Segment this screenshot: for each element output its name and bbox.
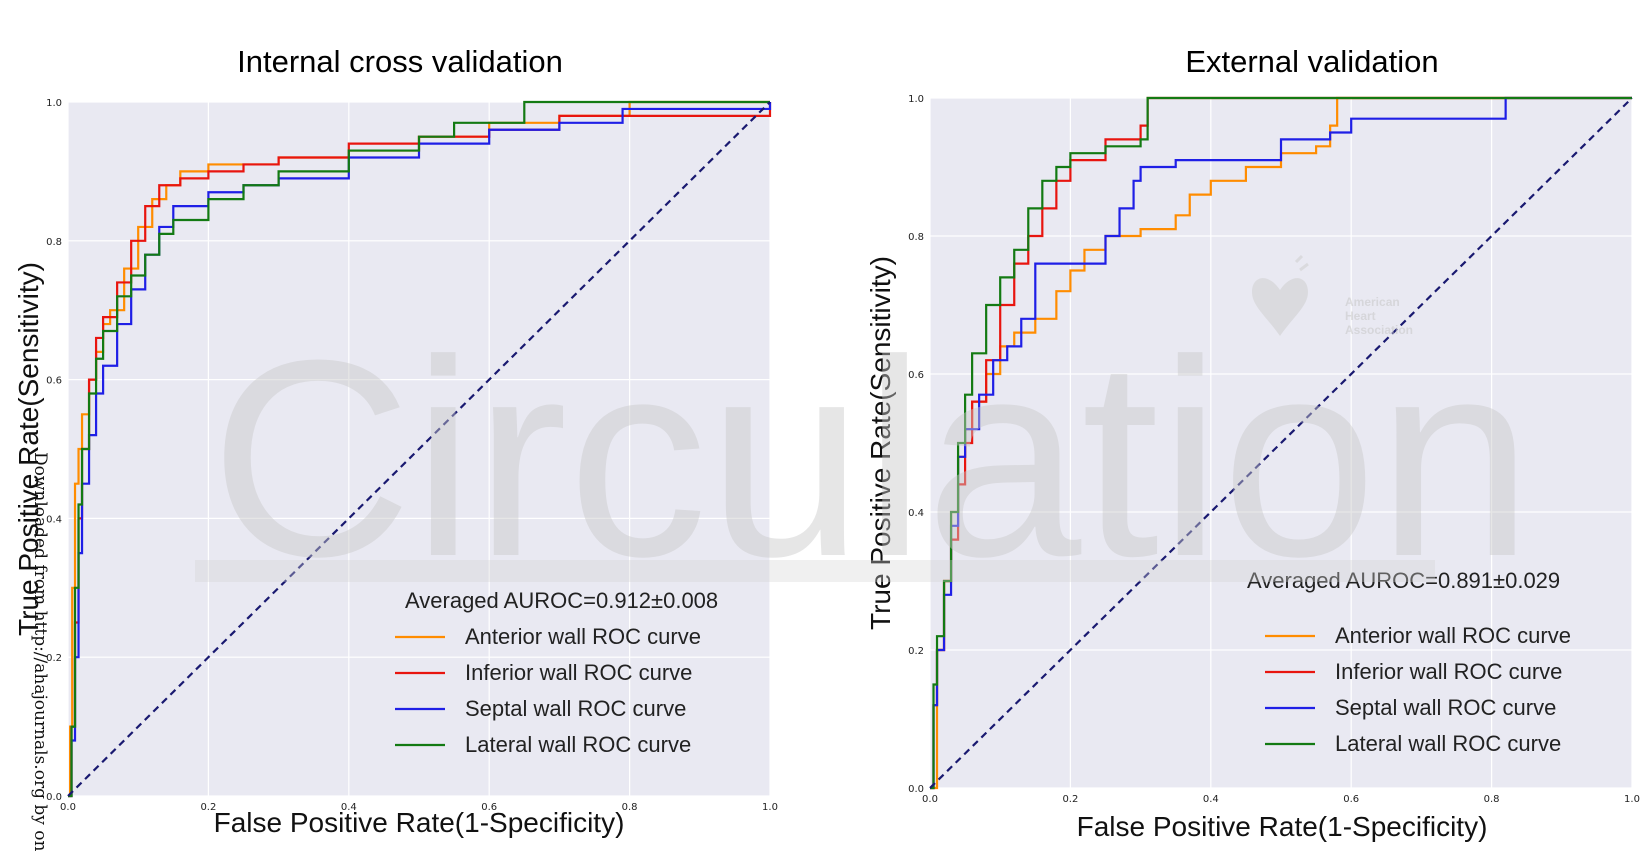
legend: Averaged AUROC=0.891±0.029 Anterior wall… [1247,568,1571,756]
chart-external: External validation 0.0 0.2 0.4 0.6 0.8 1.00.… [865,44,1640,842]
y-axis-label: True Positive Rate(Sensitivity) [13,262,44,636]
y-tick-label: 0.4 [908,508,924,519]
aha-logo-line-1: American [1345,295,1400,309]
legend-entry: Inferior wall ROC curve [1335,659,1562,684]
heart-icon [1252,278,1308,336]
x-tick-label: 0.4 [341,802,357,813]
gridlines [929,97,1633,789]
y-tick-label: 0.6 [908,370,924,381]
x-tick-label: 1.0 [762,802,778,813]
x-tick-label: 0.2 [200,802,216,813]
legend-entry: Septal wall ROC curve [1335,695,1556,720]
y-tick-label: 1.0 [908,94,924,105]
series-line-4 [930,96,1632,790]
x-axis-label: False Positive Rate(1-Specificity) [214,807,625,838]
legend-entry: Anterior wall ROC curve [465,624,701,649]
legend-entry: Lateral wall ROC curve [1335,731,1561,756]
x-tick-label: 1.0 [1624,794,1640,805]
y-tick-label: 0.2 [46,653,62,664]
gridlines [67,101,771,797]
y-tick-label: 0.4 [46,514,62,525]
y-tick-label: 0.2 [908,646,924,657]
aha-logo-line-3: Association [1345,323,1413,337]
x-tick-label: 0.8 [1484,794,1500,805]
series-lines [67,100,772,798]
tick-labels: 0.0 0.2 0.4 0.6 0.8 1.0 0.0 0.2 0.4 0.6 0.8 1.0 [908,94,1640,805]
x-tick-label: 0.6 [1343,794,1359,805]
x-tick-label: 0.6 [481,802,497,813]
series-line-4 [68,100,770,798]
download-note: Downloaded from http://ahajournals.org b… [30,452,50,851]
watermark-bar [195,560,1435,582]
legend-title: Averaged AUROC=0.912±0.008 [405,588,718,613]
legend-entry: Septal wall ROC curve [465,696,686,721]
x-axis-label: False Positive Rate(1-Specificity) [1077,811,1488,842]
y-tick-label: 0.8 [908,232,924,243]
chart-internal: Internal cross validation 0.0 0.2 0.4 0.6 0.… [13,44,778,838]
chance-diagonal-line [67,101,771,797]
legend-title: Averaged AUROC=0.891±0.029 [1247,568,1560,593]
x-tick-label: 0.4 [1203,794,1219,805]
legend-entry: Anterior wall ROC curve [1335,623,1571,648]
legend: Averaged AUROC=0.912±0.008 Anterior wall… [395,588,718,757]
legend-entry: Inferior wall ROC curve [465,660,692,685]
chance-diagonal-line [929,97,1633,789]
watermark-text: Circulation [210,303,1533,615]
chart-title: External validation [1185,44,1438,79]
x-tick-label: 0.0 [922,794,938,805]
chart-title: Internal cross validation [237,44,563,79]
x-tick-label: 0.0 [60,802,76,813]
y-tick-label: 0.0 [46,792,62,803]
x-tick-label: 0.8 [622,802,638,813]
aha-logo: American Heart Association [1252,254,1413,337]
legend-entry: Lateral wall ROC curve [465,732,691,757]
aha-logo-line-2: Heart [1345,309,1376,323]
y-tick-label: 0.0 [908,784,924,795]
y-tick-label: 0.8 [46,237,62,248]
y-tick-label: 1.0 [46,98,62,109]
torch-icon [1294,254,1309,272]
watermark: Circulation American Heart Association [195,254,1533,615]
y-tick-label: 0.6 [46,376,62,387]
x-tick-label: 0.2 [1062,794,1078,805]
tick-labels: 0.0 0.2 0.4 0.6 0.8 1.0 0.0 0.2 0.4 0.6 0.8 1.0 [46,98,778,813]
series-lines [929,96,1633,790]
y-axis-label: True Positive Rate(Sensitivity) [865,256,896,630]
